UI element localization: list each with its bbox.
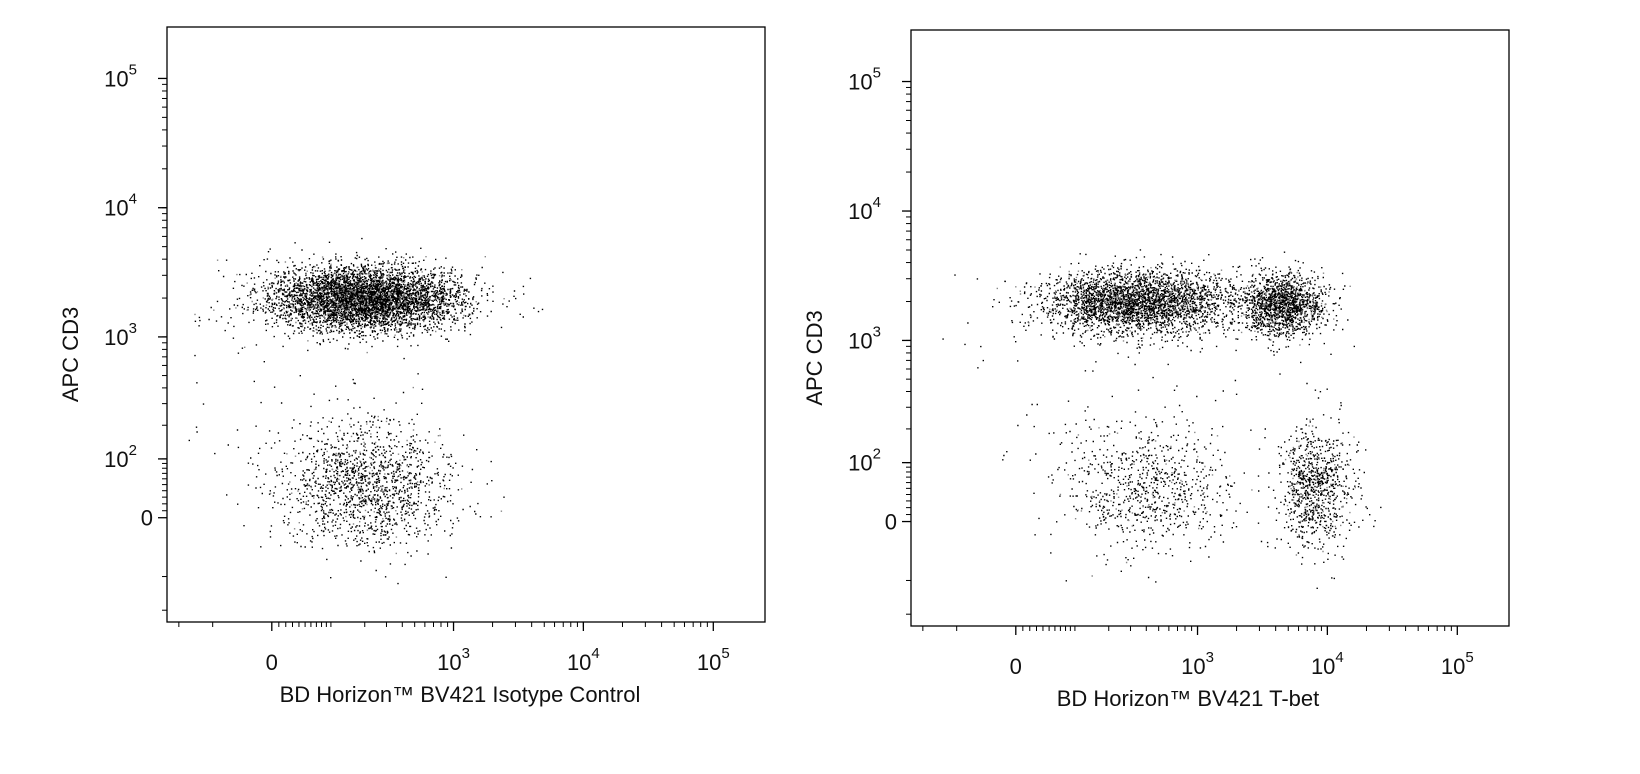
y-tick-label: 103 <box>848 323 881 353</box>
minor-ticks <box>162 83 708 627</box>
x-tick-label: 103 <box>437 645 470 675</box>
y-axis-label: APC CD3 <box>802 310 827 405</box>
event-dots <box>188 237 544 585</box>
x-tick-label: 104 <box>567 645 600 675</box>
x-ticks: 0 103 104 105 <box>1010 626 1474 679</box>
y-tick-label: 104 <box>848 194 881 224</box>
y-tick-label: 102 <box>848 446 881 476</box>
y-tick-label: 105 <box>848 65 881 95</box>
y-ticks: 0 102 103 104 105 <box>848 65 911 535</box>
right-dot-plot: 0 103 104 105 0 102 103 104 105 BD Horizon™ BV421… <box>802 29 1510 711</box>
x-tick-label: 103 <box>1181 649 1214 679</box>
y-tick-label: 105 <box>104 61 137 91</box>
left-dot-plot: 0 103 104 105 0 102 103 104 105 BD Horizon™ BV421… <box>58 26 766 707</box>
x-tick-label: 105 <box>1441 649 1474 679</box>
x-ticks: 0 103 104 105 <box>266 622 730 675</box>
y-axis-label: APC CD3 <box>58 307 83 402</box>
y-tick-label: 0 <box>885 510 897 535</box>
x-axis-label: BD Horizon™ BV421 T-bet <box>1057 686 1320 711</box>
y-ticks: 0 102 103 104 105 <box>104 61 167 531</box>
x-axis-label: BD Horizon™ BV421 Isotype Control <box>280 682 641 707</box>
plot-frame <box>910 29 1510 627</box>
x-tick-label: 0 <box>1010 654 1022 679</box>
y-tick-label: 104 <box>104 191 137 221</box>
x-tick-label: 0 <box>266 650 278 675</box>
y-tick-label: 102 <box>104 442 137 472</box>
x-tick-label: 105 <box>697 645 730 675</box>
event-dots <box>942 249 1382 589</box>
y-tick-label: 0 <box>141 506 153 531</box>
minor-ticks <box>906 86 1452 631</box>
y-tick-label: 103 <box>104 320 137 350</box>
plot-frame <box>166 26 766 623</box>
x-tick-label: 104 <box>1311 649 1344 679</box>
